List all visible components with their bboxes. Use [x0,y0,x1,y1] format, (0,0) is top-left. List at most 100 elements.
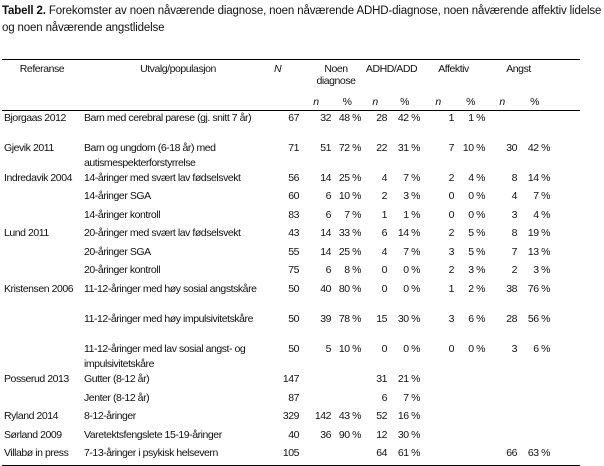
cell-utvalg: 20-åringer SGA [84,245,151,258]
subheader-n: n [435,95,441,108]
cell-adhd-pct: 7 % [403,245,421,258]
cell-affektiv-n: 0 [448,190,455,203]
cell-referanse [2,391,82,410]
cell-affektiv-n: 0 [448,343,455,356]
cell-adhd-pct: 30 % [397,428,421,441]
table-row: Ryland 2014 8-12-åringer 329 142 43 % 52 16 % [2,409,580,428]
subheader-n: n [313,95,319,108]
cell-n-total: 56 [288,171,299,184]
cell-angst-pct [518,428,551,447]
cell-affektiv-pct [455,428,486,447]
cell-affektiv-pct: 2 % [468,283,486,296]
cell-referanse: Sørland 2009 [4,428,62,441]
cell-adhd-pct: 1 % [403,208,421,221]
cell-utvalg: 14-åringer kontroll [84,208,161,221]
cell-n-total: 67 [288,112,299,124]
cell-n-total: 50 [288,313,299,326]
cell-n-total: 71 [288,141,299,154]
cell-angst-n: 66 [506,447,518,460]
cell-angst-n: 4 [511,190,518,203]
cell-n-total: 50 [288,343,299,356]
cell-adhd-n: 4 [381,171,388,184]
table-row: 20-åringer kontroll 75 6 8 % 0 0 % 2 3 % 2 3 % [2,263,580,282]
table-row: Jenter (8-12 år) 87 6 7 % [2,391,580,410]
cell-noen-pct: 25 % [338,245,362,258]
cell-affektiv-n: 3 [448,245,455,258]
cell-adhd-n: 6 [381,391,388,404]
cell-referanse: Villabø in press [4,447,69,460]
cell-utvalg: 14-åringer med svært lav fødselsvekt [84,171,241,184]
table-row: Sørland 2009 Varetektsfengslete 15-19-åri… [2,428,580,447]
table-row: Indredavik 2004 14-åringer med svært lav … [2,171,580,190]
cell-angst-pct: 56 % [527,313,551,326]
cell-adhd-pct: 3 % [403,190,421,203]
cell-noen-pct: 7 % [344,208,362,221]
cell-referanse: Kristensen 2006 [4,283,74,296]
cell-utvalg: Barn med cerebral parese (gj. snitt 7 år… [84,112,252,124]
cell-angst-pct: 19 % [527,227,551,240]
cell-angst-pct: 63 % [527,447,551,460]
cell-affektiv-pct: 0 % [468,208,486,221]
cell-utvalg: Gutter (8-12 år) [84,373,150,386]
cell-affektiv-n: 2 [448,171,455,184]
cell-referanse: Ryland 2014 [4,410,59,423]
cell-angst-pct [518,391,551,410]
cell-n-total: 147 [282,373,300,386]
cell-utvalg: 11-12-åringer med høy sosial angstskåre [84,283,257,296]
cell-referanse: Indredavik 2004 [4,171,72,184]
header-utvalg: Utvalg/populasjon [140,63,216,75]
table-row: Villabø in press 7-13-åringer i psykisk h… [2,446,581,466]
cell-referanse [2,208,82,227]
cell-adhd-pct: 61 % [397,447,421,460]
cell-adhd-pct: 16 % [397,410,421,423]
cell-utvalg: 8-12-åringer [84,410,136,423]
cell-referanse: Posserud 2013 [4,373,69,386]
cell-angst-pct: 42 % [527,141,551,154]
cell-noen-n: 40 [320,283,331,296]
cell-angst-n: 8 [511,227,518,240]
cell-angst-n: 3 [511,208,518,221]
cell-angst-pct [518,111,551,141]
cell-adhd-n: 0 [381,343,388,356]
cell-adhd-pct: 0 % [403,264,421,277]
cell-angst-pct: 7 % [533,190,551,203]
cell-referanse [2,189,82,208]
cell-adhd-n: 22 [376,141,388,154]
cell-noen-pct: 10 % [338,190,362,203]
cell-adhd-n: 52 [376,410,388,423]
cell-adhd-pct: 7 % [403,171,421,184]
cell-affektiv-n: 7 [448,141,455,154]
cell-angst-pct: 3 % [533,264,551,277]
cell-affektiv-pct: 10 % [462,141,486,154]
table-row: 20-åringer SGA 55 14 25 % 4 7 % 3 5 % 7 13 % [2,245,580,264]
cell-affektiv-n [421,391,455,410]
cell-utvalg: 20-åringer kontroll [84,264,161,277]
cell-affektiv-n [421,409,455,428]
cell-affektiv-pct [455,372,486,391]
table-row: 14-åringer kontroll 83 6 7 % 1 1 % 0 0 % 3 4 % [2,208,580,227]
subheader-pct: % [342,95,352,108]
cell-noen-n: 14 [320,171,331,184]
cell-affektiv-n: 2 [448,227,455,240]
cell-affektiv-pct [455,446,486,465]
cell-adhd-n: 64 [376,447,388,460]
header-referanse: Referanse [19,63,65,75]
caption-text: Forekomster av noen nåværende diagnose, … [2,5,602,34]
cell-referanse: Gjevik 2011 [4,141,54,154]
cell-referanse: Lund 2011 [4,227,49,240]
cell-noen-n: 142 [314,410,332,423]
cell-utvalg: 11-12-åringer med lav sosial angst- og i… [84,343,246,371]
cell-noen-pct: 43 % [338,410,362,423]
cell-adhd-pct: 7 % [403,391,421,404]
cell-referanse [2,245,82,264]
subheader-pct: % [530,95,539,108]
table-row: Kristensen 2006 11-12-åringer med høy sos… [2,282,580,312]
cell-angst-n [486,409,518,428]
cell-noen-n: 6 [325,190,332,203]
cell-n-total: 75 [288,264,299,277]
cell-affektiv-n [421,446,455,465]
table-row: Bjorgaas 2012 Barn med cerebral parese (g… [2,111,580,141]
prevalence-table: Referanse Utvalg/populasjon N Noen diagn… [2,59,581,466]
cell-utvalg: Varetektsfengslete 15-19-åringer [84,428,222,441]
cell-noen-pct: 72 % [338,141,362,154]
